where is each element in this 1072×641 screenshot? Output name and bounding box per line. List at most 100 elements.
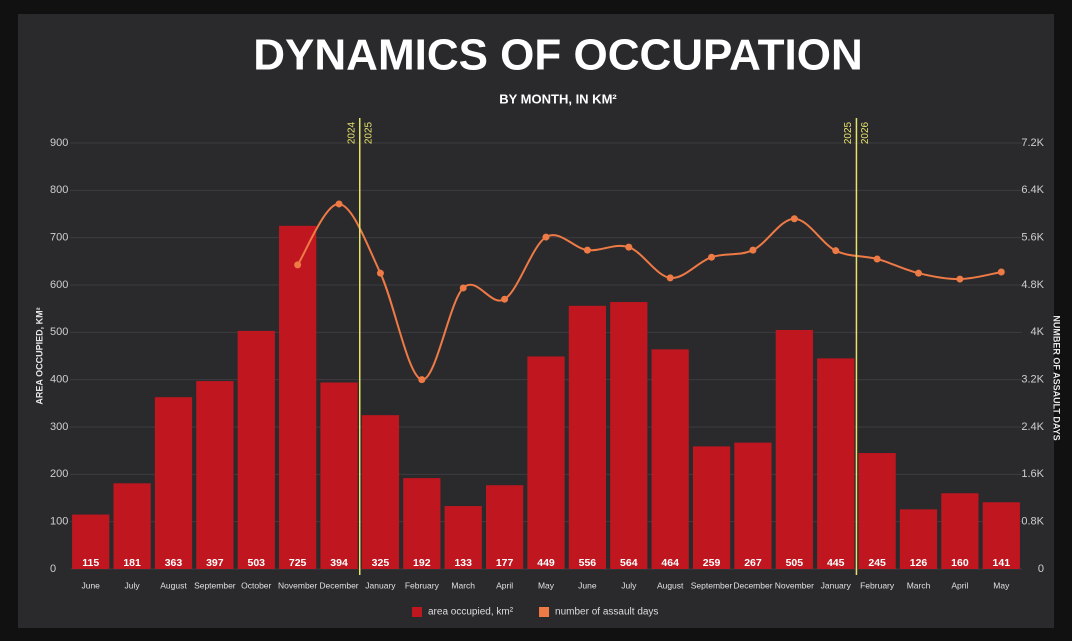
line-point bbox=[542, 233, 550, 241]
y2-tick-label: 3.2K bbox=[1021, 374, 1044, 386]
bar-value-label: 245 bbox=[868, 557, 886, 569]
y-tick-label: 400 bbox=[50, 374, 68, 386]
y-tick-label: 500 bbox=[50, 326, 68, 338]
bar bbox=[361, 415, 400, 569]
y2-tick-label: 1.6K bbox=[1021, 468, 1044, 480]
bar bbox=[610, 302, 648, 569]
bar-value-label: 133 bbox=[454, 557, 472, 569]
y-axis-label: AREA OCCUPIED, KM² bbox=[34, 307, 44, 404]
y2-tick-label: 0.8K bbox=[1021, 516, 1044, 528]
x-tick-label: September bbox=[691, 580, 733, 590]
line-point bbox=[708, 253, 716, 261]
line-point bbox=[832, 247, 840, 255]
bar-value-label: 177 bbox=[496, 557, 514, 569]
line-point bbox=[790, 215, 798, 223]
year-label: 2024 bbox=[346, 121, 357, 144]
chart-title: DYNAMICS OF OCCUPATION bbox=[253, 31, 862, 80]
x-tick-label: May bbox=[538, 580, 555, 590]
legend-swatch bbox=[539, 607, 550, 617]
legend-label: number of assault days bbox=[555, 607, 658, 618]
y-tick-label: 100 bbox=[50, 516, 68, 528]
bar bbox=[941, 493, 979, 569]
y2-tick-label: 4.8K bbox=[1021, 279, 1044, 291]
line-point bbox=[501, 295, 509, 303]
x-tick-label: March bbox=[907, 580, 931, 590]
line-point bbox=[376, 269, 384, 277]
bar-value-label: 192 bbox=[413, 557, 431, 569]
y2-tick-label: 5.6K bbox=[1021, 232, 1044, 244]
bar-value-label: 505 bbox=[786, 557, 804, 569]
x-tick-label: July bbox=[621, 580, 637, 590]
x-tick-label: August bbox=[657, 580, 684, 590]
bar bbox=[527, 356, 565, 569]
line-point bbox=[459, 284, 467, 292]
legend-label: area occupied, km² bbox=[428, 607, 514, 618]
bar bbox=[734, 442, 772, 569]
bar-value-label: 397 bbox=[206, 557, 224, 569]
bar bbox=[320, 382, 358, 569]
line-point bbox=[956, 275, 964, 283]
bar-value-label: 126 bbox=[910, 557, 928, 569]
x-tick-label: April bbox=[496, 580, 513, 590]
bar-value-label: 115 bbox=[82, 557, 99, 569]
y-tick-label: 700 bbox=[50, 232, 68, 244]
bar-value-label: 259 bbox=[703, 557, 721, 569]
x-tick-label: June bbox=[81, 580, 100, 590]
bar-value-label: 141 bbox=[993, 557, 1011, 569]
line-point bbox=[418, 376, 426, 384]
y2-tick-label: 0 bbox=[1038, 563, 1044, 575]
y-tick-label: 200 bbox=[50, 468, 68, 480]
bar-value-label: 394 bbox=[330, 557, 348, 569]
line-point bbox=[749, 246, 757, 254]
x-tick-label: September bbox=[194, 580, 236, 590]
bar bbox=[568, 305, 607, 569]
x-tick-label: October bbox=[241, 580, 271, 590]
x-tick-label: January bbox=[365, 580, 396, 590]
bar bbox=[154, 397, 193, 569]
bar-value-label: 556 bbox=[579, 557, 597, 569]
bar bbox=[237, 330, 275, 569]
x-tick-label: March bbox=[451, 580, 475, 590]
bar bbox=[651, 349, 689, 569]
bar bbox=[817, 358, 855, 569]
bar bbox=[899, 509, 938, 569]
chart-subtitle: BY MONTH, IN KM² bbox=[499, 91, 617, 106]
bar bbox=[196, 381, 234, 569]
line-point bbox=[873, 255, 881, 263]
line-point bbox=[294, 261, 302, 269]
bar-value-label: 564 bbox=[620, 557, 638, 569]
x-tick-label: February bbox=[860, 580, 895, 590]
x-tick-label: August bbox=[160, 580, 187, 590]
line-point bbox=[915, 269, 923, 277]
y2-tick-label: 7.2K bbox=[1021, 137, 1044, 149]
line-point bbox=[997, 268, 1005, 276]
bar-value-label: 503 bbox=[247, 557, 265, 569]
x-tick-label: December bbox=[733, 580, 772, 590]
bar bbox=[279, 225, 317, 570]
year-label: 2026 bbox=[860, 121, 871, 144]
x-tick-label: June bbox=[578, 580, 597, 590]
line-point bbox=[625, 243, 633, 251]
y-tick-label: 0 bbox=[50, 563, 56, 575]
y2-tick-label: 6.4K bbox=[1021, 184, 1044, 196]
line-point bbox=[666, 274, 674, 282]
legend-swatch bbox=[412, 607, 422, 617]
x-tick-label: July bbox=[125, 580, 141, 590]
bar bbox=[485, 485, 524, 569]
x-tick-label: January bbox=[821, 580, 852, 590]
bar-value-label: 363 bbox=[165, 557, 183, 569]
y-tick-label: 900 bbox=[50, 137, 68, 149]
x-tick-label: February bbox=[405, 580, 440, 590]
bar-value-label: 325 bbox=[372, 557, 390, 569]
y2-tick-label: 2.4K bbox=[1021, 421, 1044, 433]
year-label: 2025 bbox=[843, 121, 854, 144]
x-tick-label: November bbox=[775, 580, 814, 590]
x-tick-label: November bbox=[278, 580, 317, 590]
line-point bbox=[583, 246, 591, 254]
bar-value-label: 445 bbox=[827, 557, 845, 569]
bar bbox=[692, 446, 731, 569]
bar bbox=[775, 329, 813, 569]
bar-value-label: 181 bbox=[123, 557, 141, 569]
x-tick-label: May bbox=[993, 580, 1010, 590]
